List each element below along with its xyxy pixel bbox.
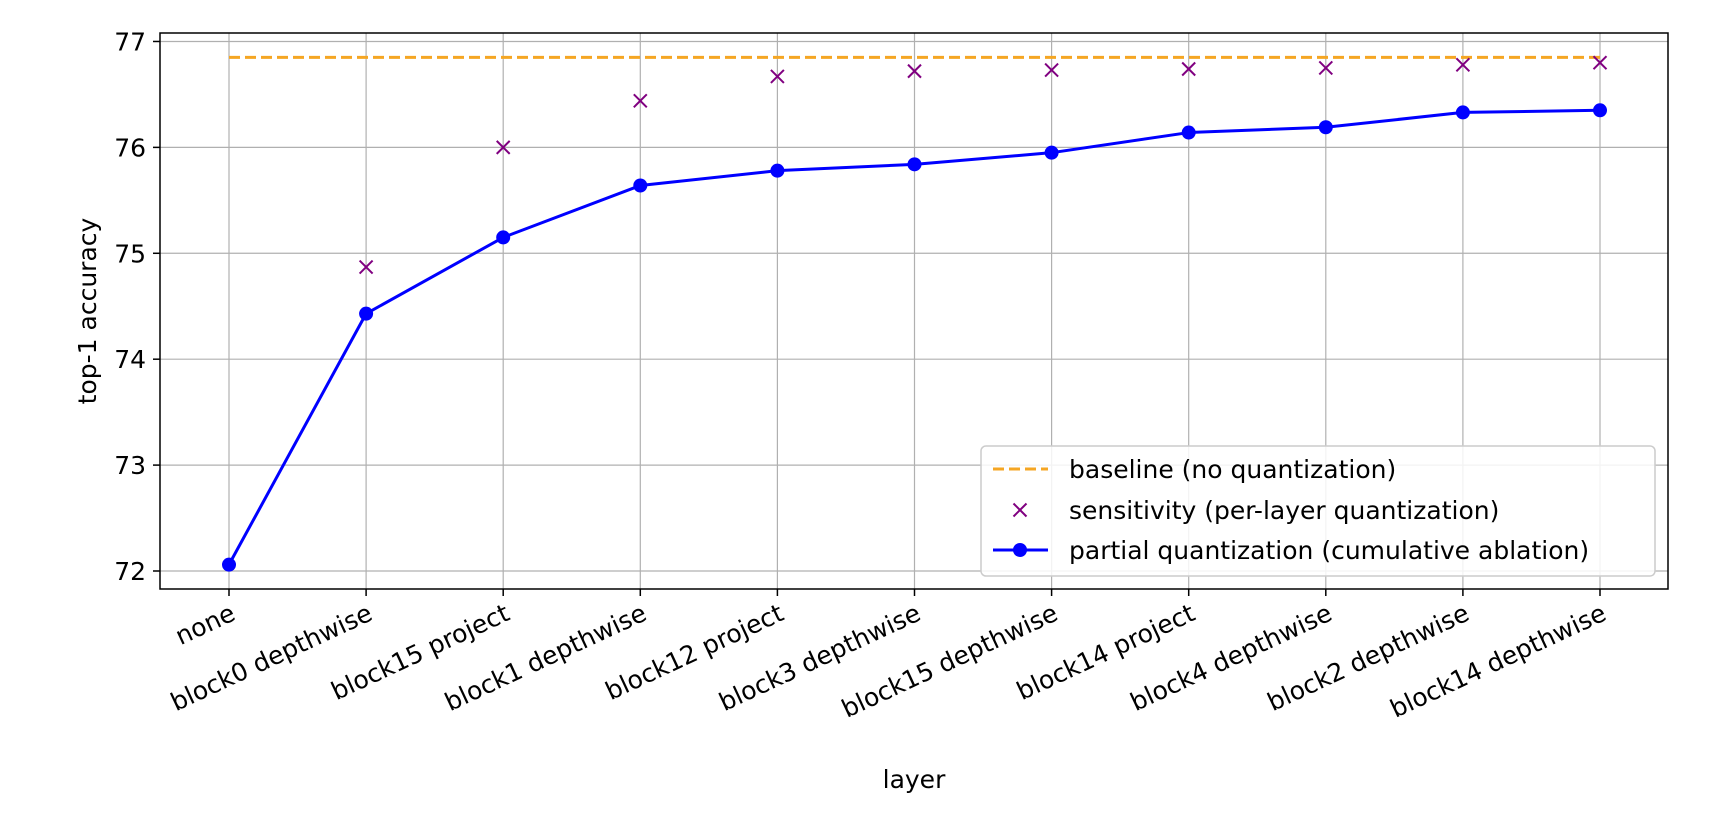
- plot-area: [222, 55, 1608, 572]
- legend-swatch-sensitivity: [1012, 502, 1028, 518]
- y-tick-label: 74: [114, 345, 146, 374]
- sensitivity-point: [495, 140, 511, 155]
- y-axis-label: top-1 accuracy: [73, 217, 102, 404]
- legend-label: sensitivity (per-layer quantization): [1069, 496, 1499, 525]
- legend-label: partial quantization (cumulative ablatio…: [1069, 536, 1589, 565]
- partial-quantization-point: [770, 163, 785, 178]
- y-tick-label: 73: [114, 451, 146, 480]
- partial-quantization-point: [222, 557, 236, 572]
- legend-box: [980, 445, 1656, 577]
- sensitivity-marker-stroke: [1455, 57, 1471, 72]
- x-axis-label: layer: [883, 765, 946, 794]
- y-tick-label: 77: [114, 27, 146, 56]
- y-tick-label: 76: [114, 133, 146, 162]
- sensitivity-point: [358, 259, 374, 275]
- sensitivity-point: [1318, 60, 1334, 76]
- partial-quantization-point: [633, 178, 648, 193]
- sensitivity-marker-stroke: [907, 63, 922, 79]
- y-tick-label: 72: [114, 557, 146, 586]
- sensitivity-marker-stroke: [633, 93, 648, 108]
- sensitivity-point: [770, 69, 785, 84]
- sensitivity-marker-stroke: [770, 69, 785, 84]
- sensitivity-point: [633, 93, 648, 108]
- y-axis: 72 73 74 75 76 77: [114, 27, 160, 586]
- sensitivity-point: [1455, 57, 1471, 72]
- sensitivity-marker-stroke: [358, 259, 374, 275]
- partial-quantization-point: [1593, 103, 1607, 118]
- partial-quantization-point: [359, 306, 374, 321]
- sensitivity-point: [1592, 55, 1608, 70]
- sensitivity-marker-stroke: [495, 140, 511, 155]
- partial-quantization-point: [1181, 125, 1196, 140]
- sensitivity-marker-stroke: [1044, 62, 1059, 78]
- partial-quantization-point: [907, 157, 922, 172]
- y-tick-label: 75: [114, 239, 146, 268]
- partial-quantization-point: [1318, 120, 1333, 135]
- legend-swatch-partial-marker: [1013, 543, 1027, 557]
- legend: baseline (no quantization) sensitivity (p…: [980, 445, 1656, 577]
- partial-quantization-point: [496, 230, 511, 245]
- sensitivity-point: [907, 63, 922, 79]
- sensitivity-point: [1181, 61, 1196, 77]
- partial-quantization-point: [1455, 105, 1470, 120]
- legend-label: baseline (no quantization): [1069, 455, 1396, 484]
- grid: [160, 33, 1668, 589]
- sensitivity-point: [1044, 62, 1059, 78]
- sensitivity-marker-stroke: [1592, 55, 1608, 70]
- sensitivity-marker-stroke: [1318, 60, 1334, 76]
- partial-quantization-point: [1044, 145, 1059, 160]
- sensitivity-marker-stroke: [1181, 61, 1196, 77]
